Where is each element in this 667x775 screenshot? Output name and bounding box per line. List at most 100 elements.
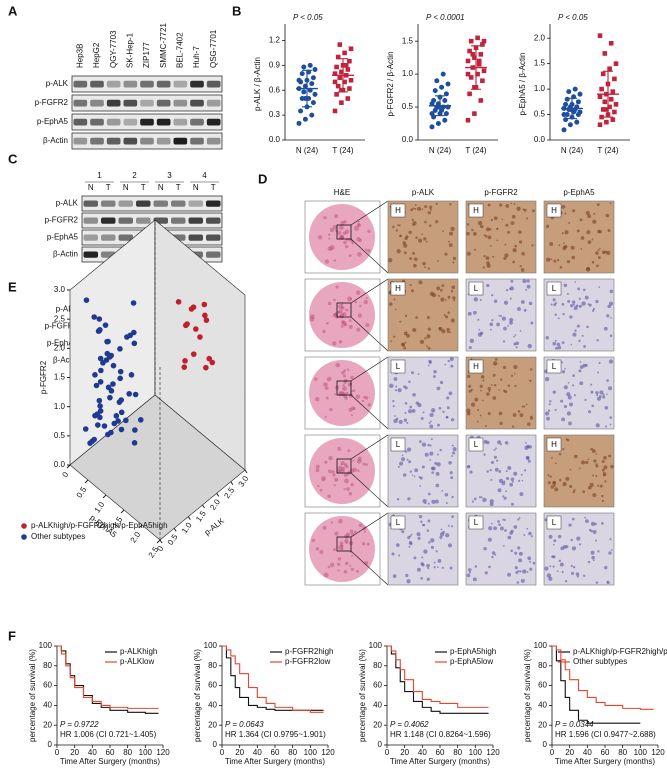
he-texture (337, 230, 342, 236)
ihc-texture (472, 231, 477, 236)
ihc-texture (448, 243, 453, 248)
ihc-texture (490, 478, 493, 481)
legend-label: p-ALKhigh (120, 647, 157, 656)
ihc-texture (487, 203, 491, 207)
score-box (390, 437, 406, 452)
ihc-texture (520, 473, 523, 476)
data-point (197, 334, 203, 340)
y-tick-label: 0 (60, 470, 70, 479)
ihc-texture (548, 576, 553, 581)
ihc-texture (492, 373, 496, 377)
blot-band (140, 99, 154, 107)
data-point (445, 81, 451, 87)
ihc-texture (497, 440, 502, 445)
y-tick-label: 1.5 (402, 36, 414, 45)
ihc-texture (499, 526, 504, 531)
he-texture (319, 488, 323, 492)
x-tick-label: 3.0 (237, 474, 251, 489)
ihc-texture (519, 570, 522, 573)
ihc-texture (453, 299, 456, 302)
ihc-texture (572, 332, 577, 337)
ihc-texture (573, 489, 576, 492)
ihc-texture (532, 561, 536, 565)
blot-band (173, 118, 188, 126)
ihc-texture (401, 530, 405, 534)
data-point (302, 116, 308, 122)
ihc-texture (398, 419, 403, 425)
y-tick-label: 60 (43, 681, 52, 690)
ihc-texture (490, 218, 493, 222)
ihc-texture (568, 523, 572, 527)
ihc-texture (502, 365, 507, 370)
ihc-texture (413, 556, 417, 560)
survival-curve (552, 645, 654, 710)
he-texture (355, 290, 361, 295)
data-point (607, 104, 612, 110)
ihc-texture (438, 406, 442, 410)
he-texture (315, 468, 320, 473)
data-point (117, 368, 124, 375)
data-point (201, 301, 208, 308)
zoom-box (336, 536, 352, 552)
data-point (126, 391, 132, 397)
ihc-texture (583, 344, 587, 348)
ihc-texture (498, 470, 502, 473)
protein-label: β-Actin (53, 356, 78, 365)
ihc-texture (526, 284, 531, 289)
ihc-texture (519, 492, 524, 497)
y-tick-label: 0.0 (534, 135, 546, 144)
blot-band (188, 200, 203, 207)
ihc-texture (503, 518, 506, 522)
y-tick-label: 80 (43, 661, 52, 670)
x-tick-label: 20 (70, 748, 79, 757)
ihc-texture (426, 334, 431, 339)
score-label: L (474, 440, 479, 449)
x-tick-label: 20 (400, 748, 409, 757)
blot-band (106, 137, 121, 145)
ihc-texture (592, 529, 597, 534)
he-texture (323, 216, 327, 220)
ihc-texture (449, 203, 452, 206)
ihc-texture (608, 301, 614, 306)
ihc-texture (572, 303, 575, 306)
ihc-texture (449, 566, 453, 570)
ihc-texture (504, 243, 507, 246)
category-label: T (24) (465, 146, 487, 155)
x-tick-label: 120 (651, 748, 665, 757)
ihc-texture (586, 230, 591, 235)
ihc-texture (416, 532, 421, 537)
ihc-texture (473, 297, 479, 302)
data-point (440, 71, 446, 77)
score-label: H (551, 440, 557, 449)
ihc-texture (595, 474, 598, 478)
ihc-texture (511, 480, 514, 483)
ihc-texture (477, 220, 483, 226)
ihc-texture (546, 224, 550, 229)
he-texture (330, 521, 333, 524)
ihc-texture (450, 476, 454, 480)
ihc-texture (450, 364, 454, 368)
ihc-texture (595, 581, 599, 584)
ihc-texture (598, 230, 603, 234)
protein-label: p-ALK (46, 79, 69, 88)
score-box (390, 515, 406, 530)
ihc-texture (498, 523, 501, 526)
ihc-texture (599, 390, 604, 395)
cell-line-label: SMMC-7721 (159, 23, 168, 68)
score-box (390, 281, 406, 296)
p-value: P < 0.0001 (426, 13, 465, 22)
he-texture (344, 534, 349, 539)
ihc-texture (411, 474, 414, 476)
ihc-texture (603, 465, 608, 470)
data-point (602, 99, 608, 105)
x-tick-label: 80 (618, 748, 627, 757)
ihc-texture (608, 454, 612, 458)
ihc-texture (529, 567, 533, 571)
ihc-texture (550, 485, 554, 489)
x-tick (244, 469, 248, 474)
y-tick-label: 40 (43, 701, 52, 710)
ihc-texture (602, 471, 607, 476)
data-point (334, 92, 339, 97)
he-texture (329, 407, 333, 412)
ihc-texture (566, 392, 571, 397)
